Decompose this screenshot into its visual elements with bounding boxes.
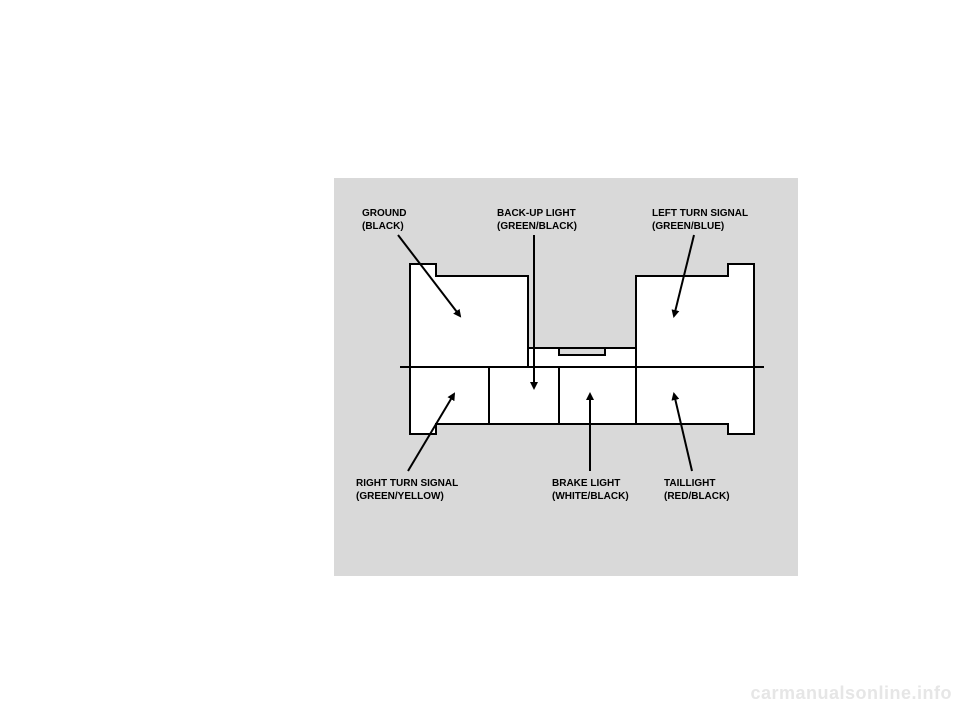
diagram-panel: GROUND (BLACK) BACK-UP LIGHT (GREEN/BLAC… [334,178,798,576]
watermark: carmanualsonline.info [750,683,952,704]
label-brake-line1: BRAKE LIGHT [552,478,620,489]
label-taillight: TAILLIGHT (RED/BLACK) [664,478,730,503]
label-left-turn-line1: LEFT TURN SIGNAL [652,208,748,219]
label-backup: BACK-UP LIGHT (GREEN/BLACK) [497,208,577,233]
label-right-turn: RIGHT TURN SIGNAL (GREEN/YELLOW) [356,478,458,503]
label-left-turn-line2: (GREEN/BLUE) [652,221,724,232]
label-left-turn: LEFT TURN SIGNAL (GREEN/BLUE) [652,208,748,233]
label-taillight-line2: (RED/BLACK) [664,491,730,502]
label-right-turn-line2: (GREEN/YELLOW) [356,491,444,502]
connector-svg [334,178,798,576]
label-ground: GROUND (BLACK) [362,208,406,233]
label-right-turn-line1: RIGHT TURN SIGNAL [356,478,458,489]
label-backup-line2: (GREEN/BLACK) [497,221,577,232]
label-brake: BRAKE LIGHT (WHITE/BLACK) [552,478,629,503]
label-backup-line1: BACK-UP LIGHT [497,208,576,219]
label-ground-line2: (BLACK) [362,221,404,232]
label-ground-line1: GROUND [362,208,406,219]
label-brake-line2: (WHITE/BLACK) [552,491,629,502]
label-taillight-line1: TAILLIGHT [664,478,715,489]
